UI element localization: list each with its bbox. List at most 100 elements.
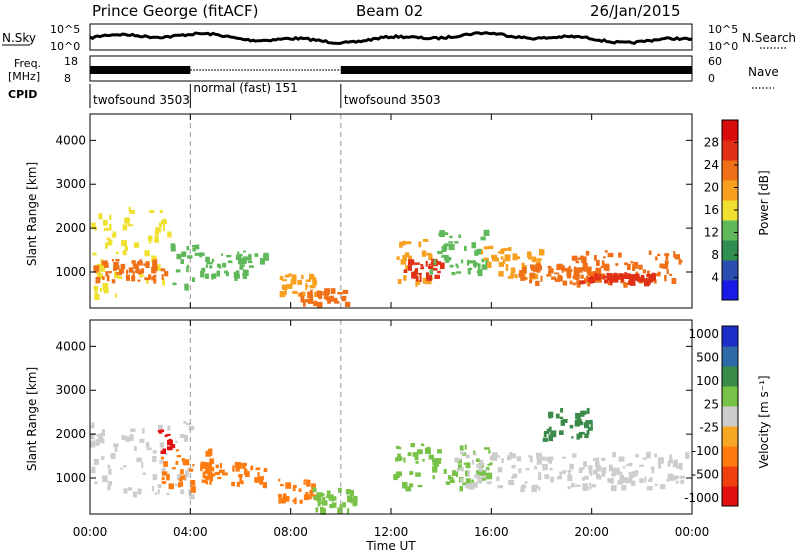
range-gate-cell <box>583 475 589 480</box>
range-gate-cell <box>496 476 500 482</box>
range-gate-cell <box>481 264 488 270</box>
range-gate-cell <box>110 453 113 459</box>
range-gate-cell <box>450 245 454 250</box>
range-gate-cell <box>617 480 624 485</box>
range-gate-cell <box>153 278 157 284</box>
range-gate-cell <box>179 433 185 438</box>
range-gate-cell <box>154 230 159 236</box>
range-gate-cell <box>559 416 564 419</box>
freq-band-segment-1 <box>90 66 191 74</box>
range-gate-cell <box>303 482 306 485</box>
range-gate-cell <box>542 437 548 442</box>
range-gate-cell <box>575 275 579 281</box>
colorbar-swatch <box>722 160 738 181</box>
range-gate-cell <box>569 424 574 429</box>
range-gate-cell <box>312 487 315 492</box>
range-gate-cell <box>548 434 554 442</box>
range-gate-cell <box>187 255 193 259</box>
range-gate-cell <box>627 263 631 270</box>
range-gate-cell <box>669 273 672 276</box>
range-gate-cell <box>398 456 403 461</box>
range-gate-cell <box>155 265 158 271</box>
range-gate-cell <box>347 495 353 503</box>
range-gate-cell <box>621 277 624 282</box>
nave-tick-top: 60 <box>708 55 722 68</box>
range-gate-cell <box>536 258 542 261</box>
range-gate-cell <box>642 457 647 460</box>
range-gate-cell <box>231 481 235 487</box>
range-gate-cell <box>405 486 412 492</box>
range-gate-cell <box>437 270 441 274</box>
range-gate-cell <box>250 465 254 470</box>
velocity-y-axis: 1000 2000 3000 4000 <box>55 339 692 485</box>
range-gate-cell <box>479 459 484 467</box>
range-gate-cell <box>586 266 592 274</box>
range-gate-cell <box>505 264 509 271</box>
range-gate-cell <box>177 474 181 480</box>
power-y-axis: 1000 2000 3000 4000 <box>55 133 692 279</box>
range-gate-cell <box>203 462 208 469</box>
range-gate-cell <box>665 254 669 260</box>
range-gate-cell <box>482 475 487 478</box>
range-gate-cell <box>632 267 636 271</box>
power-panel: 1000 2000 3000 4000 Slant Range [km] 4 8 12 16… <box>25 113 771 309</box>
range-gate-cell <box>434 274 440 279</box>
range-gate-cell <box>191 277 195 282</box>
range-gate-cell <box>624 262 628 266</box>
range-gate-cell <box>468 483 475 490</box>
range-gate-cell <box>646 274 651 278</box>
range-gate-cell <box>178 482 181 488</box>
range-gate-cell <box>306 479 311 487</box>
range-gate-cell <box>607 478 611 483</box>
range-gate-cell <box>206 462 212 469</box>
range-gate-cell <box>626 478 633 484</box>
range-gate-cell <box>136 261 143 266</box>
range-gate-cell <box>205 450 211 457</box>
range-gate-cell <box>330 494 334 497</box>
range-gate-cell <box>529 272 536 279</box>
range-gate-cell <box>575 412 581 420</box>
range-gate-cell <box>142 472 147 475</box>
range-gate-cell <box>329 504 334 509</box>
range-gate-cell <box>441 254 447 258</box>
range-gate-cell <box>435 261 441 265</box>
range-gate-cell <box>298 488 302 492</box>
range-gate-cell <box>106 237 111 240</box>
range-gate-cell <box>146 278 149 284</box>
range-gate-cell <box>178 478 181 481</box>
range-gate-cell <box>533 269 539 272</box>
range-gate-cell <box>167 425 171 431</box>
range-gate-cell <box>422 239 429 242</box>
range-gate-cell <box>550 476 555 483</box>
colorbar-swatch <box>722 386 738 407</box>
range-gate-cell <box>93 265 100 272</box>
range-gate-cell <box>307 291 312 299</box>
range-gate-cell <box>403 269 408 273</box>
range-gate-cell <box>156 264 161 271</box>
range-gate-cell <box>254 477 259 483</box>
range-gate-cell <box>133 264 139 269</box>
range-gate-cell <box>115 258 120 262</box>
range-gate-cell <box>548 426 552 432</box>
range-gate-cell <box>669 458 673 464</box>
nsearch-tick-top: 10^5 <box>708 23 738 36</box>
range-gate-cell <box>457 458 462 464</box>
range-gate-cell <box>432 466 438 473</box>
range-gate-cell <box>428 263 431 268</box>
range-gate-cell <box>131 260 136 264</box>
range-gate-cell <box>422 277 428 284</box>
range-gate-cell <box>582 262 588 270</box>
range-gate-cell <box>292 486 296 492</box>
range-gate-cell <box>333 297 338 303</box>
range-gate-cell <box>122 250 127 256</box>
range-gate-cell <box>123 488 128 494</box>
range-gate-cell <box>483 257 489 261</box>
colorbar-tick-label: -25 <box>699 421 719 435</box>
range-gate-cell <box>237 251 240 255</box>
range-gate-cell <box>166 433 171 436</box>
range-gate-cell <box>330 496 337 501</box>
range-gate-cell <box>528 252 532 260</box>
range-gate-cell <box>181 251 187 257</box>
range-gate-cell <box>141 462 144 469</box>
range-gate-cell <box>474 452 477 456</box>
